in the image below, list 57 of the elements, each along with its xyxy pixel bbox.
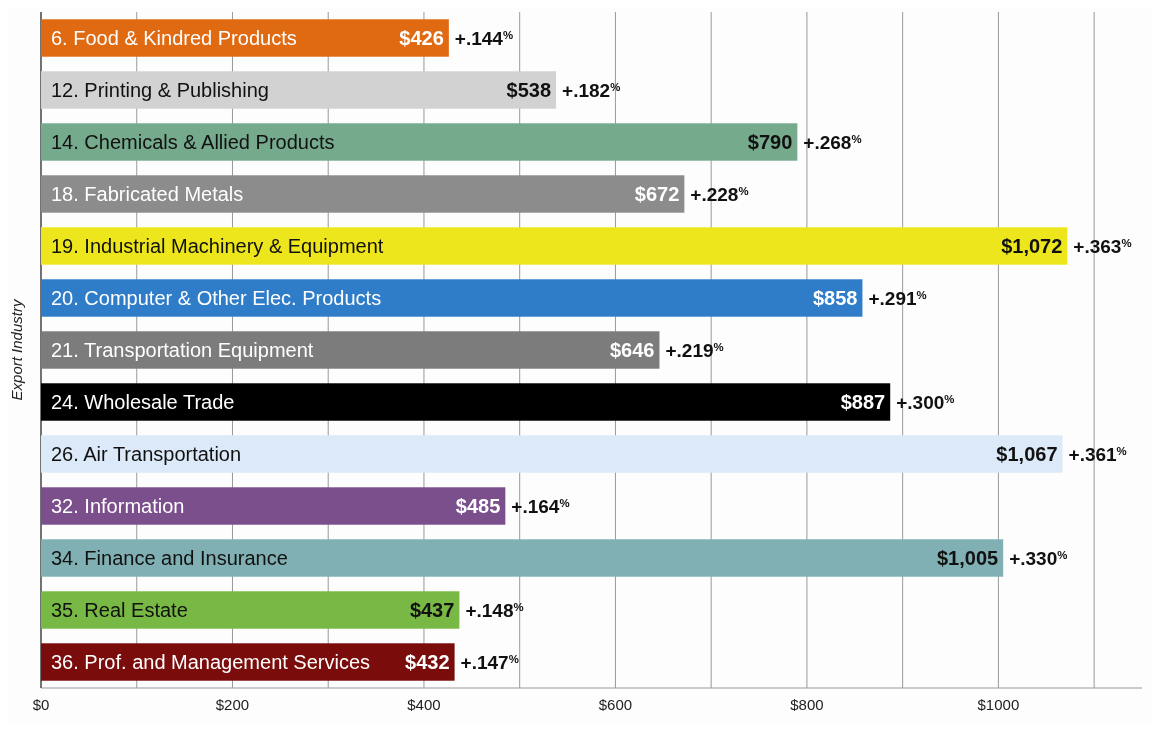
annotation: +.147$^{%}$ xyxy=(460,651,519,673)
data-label: $646 xyxy=(609,339,655,361)
data-label: $538 xyxy=(506,79,552,101)
x-tick-label: $200 xyxy=(215,696,250,713)
y-tick-label: 18. Fabricated Metals xyxy=(51,183,244,205)
data-label: $1,072 xyxy=(1001,235,1063,257)
x-tick-label: $600 xyxy=(598,696,633,713)
annotation: +.300$^{%}$ xyxy=(896,391,955,413)
annotation: +.219$^{%}$ xyxy=(665,339,724,361)
y-tick-label: 36. Prof. and Management Services xyxy=(51,651,371,673)
x-tick-label: $400 xyxy=(407,696,441,713)
y-axis-title: Export Industry xyxy=(8,298,25,401)
data-label: $672 xyxy=(634,183,680,205)
y-tick-label: 24. Wholesale Trade xyxy=(51,391,235,413)
bar xyxy=(41,175,685,213)
annotation: +.164$^{%}$ xyxy=(511,495,570,517)
annotation: +.144$^{%}$ xyxy=(454,27,514,49)
annotation: +.182$^{%}$ xyxy=(562,79,621,101)
x-tick-label: $800 xyxy=(790,696,824,713)
x-tick-label: $0 xyxy=(32,696,50,713)
bar xyxy=(41,591,460,629)
annotation: +.330$^{%}$ xyxy=(1009,547,1068,569)
data-label: $887 xyxy=(840,391,886,413)
annotation: +.148$^{%}$ xyxy=(465,599,524,621)
y-tick-label: 35. Real Estate xyxy=(51,599,188,621)
data-label: $790 xyxy=(747,131,793,153)
y-tick-label: 32. Information xyxy=(51,495,185,517)
annotation: +.361$^{%}$ xyxy=(1068,443,1127,465)
data-label: $858 xyxy=(812,287,858,309)
annotation: +.363$^{%}$ xyxy=(1073,235,1132,257)
data-label: $1,067 xyxy=(996,443,1058,465)
data-label: $426 xyxy=(399,27,444,49)
y-tick-label: 14. Chemicals & Allied Products xyxy=(51,131,335,153)
y-tick-label: 34. Finance and Insurance xyxy=(51,547,288,569)
y-tick-label: 6. Food & Kindred Products xyxy=(51,27,297,49)
y-tick-label: 12. Printing & Publishing xyxy=(51,79,269,101)
data-label: $432 xyxy=(405,651,450,673)
x-tick-label: $1000 xyxy=(977,696,1020,713)
bar xyxy=(41,487,506,525)
bar xyxy=(41,331,660,369)
data-label: $1,005 xyxy=(937,547,999,569)
bar xyxy=(41,71,557,109)
bar xyxy=(41,227,1068,265)
annotation: +.291$^{%}$ xyxy=(868,287,927,309)
bar xyxy=(41,435,1063,473)
data-label: $485 xyxy=(455,495,501,517)
y-tick-label: 19. Industrial Machinery & Equipment xyxy=(51,235,384,257)
annotation: +.268$^{%}$ xyxy=(803,131,862,153)
bar xyxy=(41,279,863,317)
bar xyxy=(41,123,798,161)
y-tick-label: 21. Transportation Equipment xyxy=(51,339,314,361)
annotation: +.228$^{%}$ xyxy=(690,183,749,205)
data-label: $437 xyxy=(409,599,455,621)
y-tick-label: 26. Air Transportation xyxy=(51,443,242,465)
bar xyxy=(41,539,1004,577)
y-tick-label: 20. Computer & Other Elec. Products xyxy=(51,287,382,309)
bar xyxy=(41,383,891,421)
